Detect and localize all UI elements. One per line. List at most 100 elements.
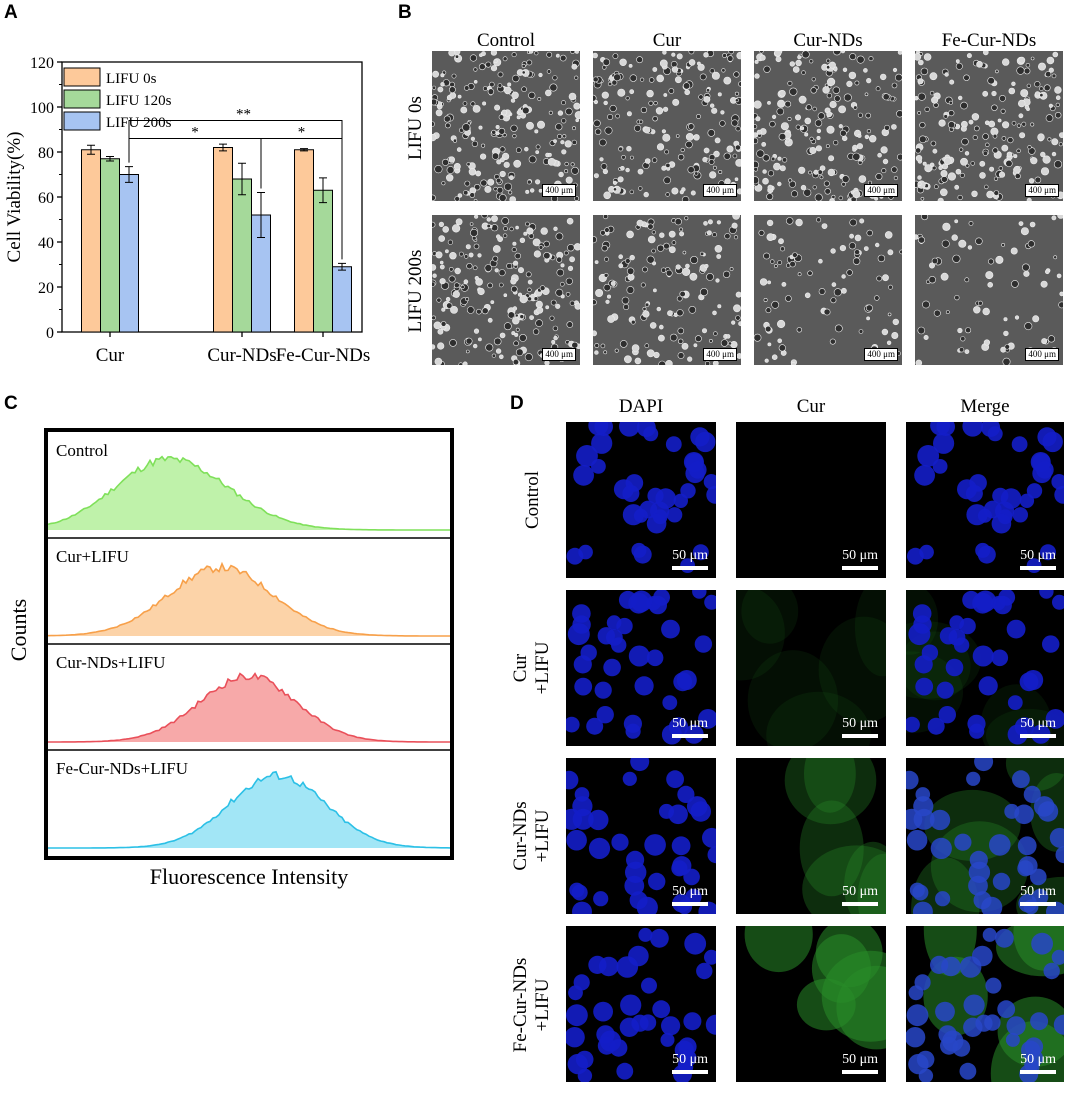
row-label-line1: Cur-NDs [510,801,531,871]
micrograph-image: 400 μm [593,51,741,201]
cell-texture [906,590,1064,746]
histogram-chart: Control Cur+LIFU Cur-NDs+LIFU Fe-Cur-NDs+LI… [48,441,450,849]
y-tick-label: 40 [38,235,54,252]
micrograph-image: 400 μm [432,215,580,365]
scale-bar: 400 μm [1025,184,1059,197]
row-label-lifu-200s: LIFU 200s [405,249,426,333]
bar [232,178,252,333]
histogram-frame [44,428,454,860]
scale-bar-label: 50 μm [842,1052,878,1067]
scale-bar-line [672,566,708,570]
scale-bar: 400 μm [1025,348,1059,361]
scale-bar: 50 μm [672,716,708,738]
row-label-line1: Cur [510,653,531,683]
row-label-line2: +LIFU [532,641,553,695]
column-label-control: Control [476,30,536,51]
histogram-area [48,673,450,742]
x-tick-label: Fe-Cur-NDs [276,345,371,366]
cell-texture [744,926,886,1050]
histogram-area [48,771,450,848]
scale-bar: 50 μm [842,1052,878,1074]
legend-label: LIFU 0s [106,71,157,87]
scale-bar: 50 μm [1020,716,1056,738]
histogram-area [48,563,450,636]
scale-bar-label: 50 μm [842,548,878,563]
y-tick-label: 0 [46,325,54,342]
scale-bar-label: 50 μm [1020,884,1056,899]
histogram-line [48,770,450,849]
bar [100,158,120,333]
fluorescence-image: 50 μm [906,758,1064,914]
fluorescence-image: 50 μm [566,590,716,746]
scale-bar: 50 μm [842,548,878,570]
scale-bar: 400 μm [864,348,898,361]
scale-bar-label: 50 μm [672,884,708,899]
scale-bar: 400 μm [542,184,576,197]
column-label-cur-nds: Cur-NDs [793,30,863,51]
histogram-series-label: Control [56,441,108,460]
legend-label: LIFU 120s [106,93,172,109]
cell-texture [736,590,886,746]
row-label-line1: Control [522,470,543,530]
fluorescence-image: 50 μm [906,590,1064,746]
legend-swatch [63,111,101,131]
histogram-series-label: Cur-NDs+LIFU [56,653,165,672]
scale-bar-label: 50 μm [672,1052,708,1067]
significance-label: ** [236,107,251,123]
micrograph-image: 400 μm [432,51,580,201]
scale-bar-line [672,1070,708,1074]
row-label-fe-cur-nds-lifu: Fe-Cur-NDs +LIFU [510,930,554,1080]
cell-texture [566,927,716,1082]
scale-bar-label: 50 μm [1020,1052,1056,1067]
column-label-dapi: DAPI [618,396,664,417]
fluorescence-image: 50 μm [906,926,1064,1082]
bar [213,147,233,333]
scale-bar: 50 μm [1020,548,1056,570]
scale-bar-label: 50 μm [1020,716,1056,731]
y-tick-label: 60 [38,190,54,207]
scale-bar: 50 μm [1020,884,1056,906]
scale-bar-line [672,734,708,738]
cell-texture [906,926,1064,1082]
histogram-area [48,456,450,530]
significance-label: * [298,125,306,141]
scale-bar: 50 μm [842,884,878,906]
bar [119,174,139,333]
scale-bar: 400 μm [542,348,576,361]
scale-bar-line [1020,566,1056,570]
cell-texture [566,590,716,745]
row-label-lifu-0s: LIFU 0s [405,96,426,160]
scale-bar-label: 50 μm [672,548,708,563]
cell-texture [784,758,886,914]
cell-texture [593,215,741,365]
micrograph-image: 400 μm [754,51,902,201]
column-label-merge: Merge [960,396,1010,417]
histogram-line [48,561,450,637]
scale-bar-label: 50 μm [842,716,878,731]
cell-texture [907,422,1064,573]
bar [313,189,333,333]
column-label-cur: Cur [652,30,682,51]
row-label-cur-lifu: Cur +LIFU [510,593,554,743]
scale-bar-line [842,902,878,906]
cell-texture [754,217,902,365]
scale-bar-label: 50 μm [1020,548,1056,563]
y-tick-label: 120 [30,55,54,72]
scale-bar-line [842,566,878,570]
cell-texture [432,215,580,365]
micrograph-image: 400 μm [915,215,1063,365]
x-tick-label: Cur [96,345,125,366]
column-label-cur-fluor: Cur [796,396,826,417]
panel-letter-d: D [510,393,524,414]
histogram-series-label: Cur+LIFU [56,547,129,566]
cell-texture [906,758,1064,914]
fluorescence-image: 50 μm [566,926,716,1082]
panel-letter-a: A [4,2,18,23]
scale-bar: 50 μm [672,548,708,570]
histogram-ylabel: Counts [6,598,31,662]
cell-texture [566,758,716,914]
row-label-line2: +LIFU [532,809,553,863]
scale-bar-line [1020,1070,1056,1074]
panel-letter-b: B [398,2,412,23]
cell-texture [593,51,741,201]
